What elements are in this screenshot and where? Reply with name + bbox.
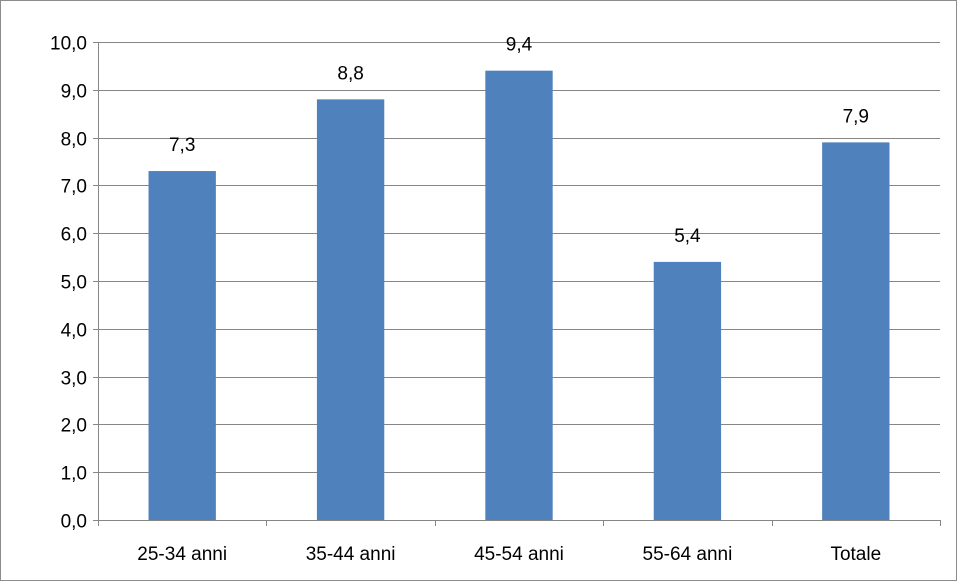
y-tick-label-10: 10,0 [50, 34, 87, 55]
data-label-1: 8,8 [337, 63, 363, 84]
y-tick-label-3: 3,0 [61, 369, 87, 390]
y-tick-label-6: 6,0 [61, 225, 87, 246]
category-label-2: 45-54 anni [474, 544, 564, 565]
y-tick-label-9: 9,0 [61, 82, 87, 103]
labels: 0,0 1,0 2,0 3,0 4,0 5,0 6,0 7,0 8,0 9,0 10,0 7,3 25-… [50, 34, 881, 566]
data-label-2: 9,4 [506, 35, 533, 56]
data-label-4: 7,9 [843, 106, 869, 127]
data-label-0: 7,3 [169, 135, 195, 156]
bar-0 [148, 171, 216, 520]
bar-1 [316, 99, 385, 521]
y-tick-label-8: 8,0 [61, 130, 87, 151]
bar-3 [653, 261, 722, 520]
category-label-4: Totale [830, 544, 881, 565]
category-label-1: 35-44 anni [306, 544, 396, 565]
bar-2 [485, 70, 553, 521]
axes [93, 42, 941, 526]
y-tick-label-7: 7,0 [61, 177, 87, 198]
y-tick-label-2: 2,0 [61, 416, 87, 437]
category-label-3: 55-64 anni [643, 544, 733, 565]
y-tick-label-0: 0,0 [61, 512, 87, 533]
category-label-0: 25-34 anni [137, 544, 227, 565]
y-tick-label-1: 1,0 [61, 464, 87, 485]
data-label-3: 5,4 [674, 226, 701, 247]
y-tick-label-5: 5,0 [61, 273, 87, 294]
y-tick-label-4: 4,0 [61, 321, 87, 342]
bars [148, 70, 890, 521]
bar-4 [822, 142, 890, 520]
